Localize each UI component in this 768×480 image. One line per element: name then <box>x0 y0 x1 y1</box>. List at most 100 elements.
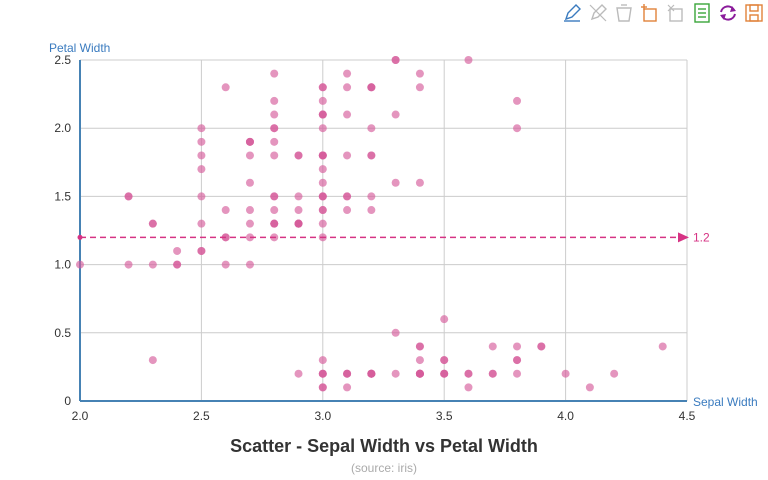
y-tick-label: 2.5 <box>54 53 71 67</box>
data-point <box>415 342 424 351</box>
data-point <box>343 383 352 392</box>
data-point <box>343 83 352 92</box>
data-point <box>245 219 254 228</box>
data-point <box>415 178 424 187</box>
data-point <box>245 178 254 187</box>
data-point <box>270 206 279 215</box>
x-tick-label: 4.0 <box>557 409 574 423</box>
restore-icon[interactable] <box>717 2 739 24</box>
data-point <box>391 110 400 119</box>
datazoomreset-icon[interactable] <box>665 2 687 24</box>
data-point <box>318 165 327 174</box>
data-point <box>197 151 206 160</box>
data-point <box>148 219 157 228</box>
data-point <box>221 260 230 269</box>
data-point <box>76 260 84 269</box>
data-point <box>318 124 327 133</box>
data-point <box>197 192 206 201</box>
y-axis-label: Petal Width <box>49 41 110 55</box>
data-point <box>148 356 157 365</box>
data-point <box>270 124 279 133</box>
markline-start-symbol <box>77 234 83 240</box>
x-tick-label: 4.5 <box>679 409 696 423</box>
saveasimage-icon[interactable] <box>743 2 765 24</box>
y-tick-label: 0.5 <box>54 326 71 340</box>
y-tick-label: 1.0 <box>54 258 71 272</box>
data-point <box>318 356 327 365</box>
markline-arrow-icon <box>678 232 689 243</box>
data-point <box>415 69 424 78</box>
data-point <box>197 219 206 228</box>
data-point <box>245 206 254 215</box>
data-point <box>343 192 352 201</box>
x-tick-label: 2.0 <box>72 409 89 423</box>
data-point <box>561 369 570 378</box>
data-point <box>270 69 279 78</box>
data-point <box>245 137 254 146</box>
data-point <box>367 151 376 160</box>
data-point <box>270 96 279 105</box>
markclear-icon[interactable] <box>613 2 635 24</box>
data-point <box>440 369 449 378</box>
grid-lines <box>79 59 688 402</box>
data-point <box>343 206 352 215</box>
data-point <box>318 206 327 215</box>
data-point <box>367 369 376 378</box>
data-point <box>367 206 376 215</box>
y-tick-label: 1.5 <box>54 189 71 203</box>
data-point <box>318 219 327 228</box>
data-point <box>610 369 619 378</box>
data-point <box>367 83 376 92</box>
data-point <box>391 56 400 64</box>
data-point <box>173 246 182 255</box>
data-point <box>245 260 254 269</box>
data-point <box>221 83 230 92</box>
data-point <box>173 260 182 269</box>
data-point <box>318 110 327 119</box>
dataview-icon[interactable] <box>691 2 713 24</box>
data-point <box>270 192 279 201</box>
data-point <box>318 369 327 378</box>
data-point <box>513 369 522 378</box>
data-point <box>148 260 157 269</box>
x-tick-label: 2.5 <box>193 409 210 423</box>
data-point <box>391 369 400 378</box>
y-tick-label: 0 <box>64 394 71 408</box>
data-point <box>318 96 327 105</box>
data-point <box>318 192 327 201</box>
x-tick-labels: 2.0 2.5 3.0 3.5 4.0 4.5 <box>72 409 696 423</box>
data-point <box>513 96 522 105</box>
data-point <box>245 233 254 242</box>
data-point <box>488 369 497 378</box>
chart-title: Scatter - Sepal Width vs Petal Width <box>230 436 538 456</box>
markline: 1.2 <box>77 230 710 244</box>
data-point <box>464 369 473 378</box>
data-point <box>124 192 133 201</box>
data-point <box>513 356 522 365</box>
markundo-icon[interactable] <box>587 2 609 24</box>
data-point <box>343 69 352 78</box>
data-point <box>343 369 352 378</box>
data-point <box>415 83 424 92</box>
data-point <box>318 383 327 392</box>
data-point <box>270 151 279 160</box>
data-point <box>415 369 424 378</box>
mark-icon[interactable] <box>561 2 583 24</box>
datazoom-icon[interactable] <box>639 2 661 24</box>
data-point <box>294 192 303 201</box>
data-point <box>318 178 327 187</box>
data-point <box>197 124 206 133</box>
data-point <box>367 192 376 201</box>
data-point <box>197 165 206 174</box>
toolbox <box>561 2 765 24</box>
data-point <box>343 151 352 160</box>
data-point <box>464 383 473 392</box>
data-point <box>270 219 279 228</box>
data-point <box>294 369 303 378</box>
x-axis-label: Sepal Width <box>693 395 758 409</box>
data-point <box>197 246 206 255</box>
y-tick-labels: 0 0.5 1.0 1.5 2.0 2.5 <box>54 53 71 408</box>
data-point <box>197 137 206 146</box>
data-point <box>221 206 230 215</box>
